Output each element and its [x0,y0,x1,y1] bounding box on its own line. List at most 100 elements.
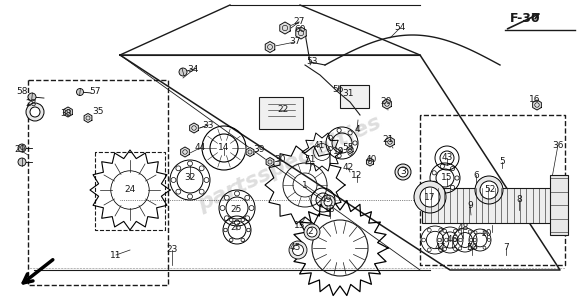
Polygon shape [386,137,394,147]
Polygon shape [383,99,391,109]
Circle shape [229,238,233,242]
Circle shape [432,181,437,185]
Circle shape [445,238,448,242]
Text: 36: 36 [552,140,564,150]
Text: 43: 43 [441,153,453,162]
Text: 12: 12 [351,170,362,179]
Text: 8: 8 [516,195,522,204]
Text: 2: 2 [307,227,313,237]
Text: 5: 5 [499,158,505,167]
Circle shape [427,228,431,232]
Text: 6: 6 [473,170,479,179]
Circle shape [307,227,317,237]
Text: 58: 58 [16,88,28,97]
Text: 55: 55 [342,144,354,153]
Polygon shape [181,147,189,157]
Circle shape [328,147,332,151]
Polygon shape [190,123,199,133]
Circle shape [450,167,455,171]
Circle shape [398,167,408,177]
Text: 51: 51 [304,156,316,164]
Text: 56: 56 [332,86,344,94]
Circle shape [468,230,471,233]
Circle shape [234,220,240,225]
Circle shape [223,228,227,232]
Circle shape [220,206,225,210]
Circle shape [443,229,446,233]
Text: 22: 22 [277,105,288,114]
Text: 30: 30 [274,156,286,164]
Circle shape [26,103,44,121]
Text: 13: 13 [294,221,306,229]
Text: 34: 34 [188,66,199,74]
Polygon shape [64,107,72,117]
Polygon shape [265,41,275,52]
Text: 39: 39 [253,145,265,154]
Circle shape [459,230,461,233]
Text: 29: 29 [14,145,25,154]
Text: 28: 28 [25,99,36,108]
Text: 4: 4 [354,125,360,134]
Circle shape [241,218,244,222]
Circle shape [30,107,40,117]
Circle shape [439,228,442,232]
Polygon shape [367,158,373,166]
FancyBboxPatch shape [259,97,303,129]
Text: 53: 53 [306,58,318,66]
Text: 33: 33 [202,120,214,130]
Text: 57: 57 [89,88,101,97]
Circle shape [337,128,341,132]
Text: 48: 48 [457,224,468,232]
Text: 11: 11 [110,251,122,260]
Polygon shape [266,158,274,167]
Circle shape [224,216,229,221]
Circle shape [199,166,204,171]
Circle shape [474,246,477,249]
Text: 20: 20 [380,97,391,106]
Circle shape [480,181,498,199]
Bar [550,175,568,235]
Circle shape [289,241,307,259]
Circle shape [483,246,486,249]
Text: 1: 1 [302,181,308,190]
Text: 31: 31 [342,89,354,97]
Circle shape [176,189,181,194]
Circle shape [443,247,446,251]
Circle shape [249,206,254,210]
Circle shape [224,195,229,200]
Circle shape [459,238,462,242]
Circle shape [420,187,440,207]
Circle shape [459,247,461,250]
Text: 35: 35 [92,108,104,117]
Circle shape [432,171,437,175]
Circle shape [473,238,477,242]
Circle shape [188,194,192,199]
Polygon shape [533,100,541,110]
Circle shape [474,231,477,234]
Text: F-30: F-30 [510,12,541,25]
Circle shape [171,178,176,182]
Text: 17: 17 [424,193,436,201]
Circle shape [199,189,204,194]
Text: 38: 38 [60,109,72,119]
Polygon shape [84,114,92,122]
Circle shape [292,244,303,255]
Text: 23: 23 [166,246,178,254]
Circle shape [328,135,332,139]
Circle shape [245,195,250,200]
Text: 50: 50 [466,243,478,252]
Text: 54: 54 [394,24,406,32]
Circle shape [321,195,335,209]
Circle shape [440,164,445,168]
Text: 27: 27 [294,18,305,27]
Circle shape [450,185,455,190]
Circle shape [455,176,459,180]
Circle shape [454,238,457,242]
Text: 37: 37 [290,38,301,46]
Circle shape [348,131,352,135]
Text: 26: 26 [230,224,241,232]
Text: 3: 3 [400,167,406,176]
Circle shape [179,68,187,76]
Text: 9: 9 [467,201,473,209]
Polygon shape [280,22,290,34]
